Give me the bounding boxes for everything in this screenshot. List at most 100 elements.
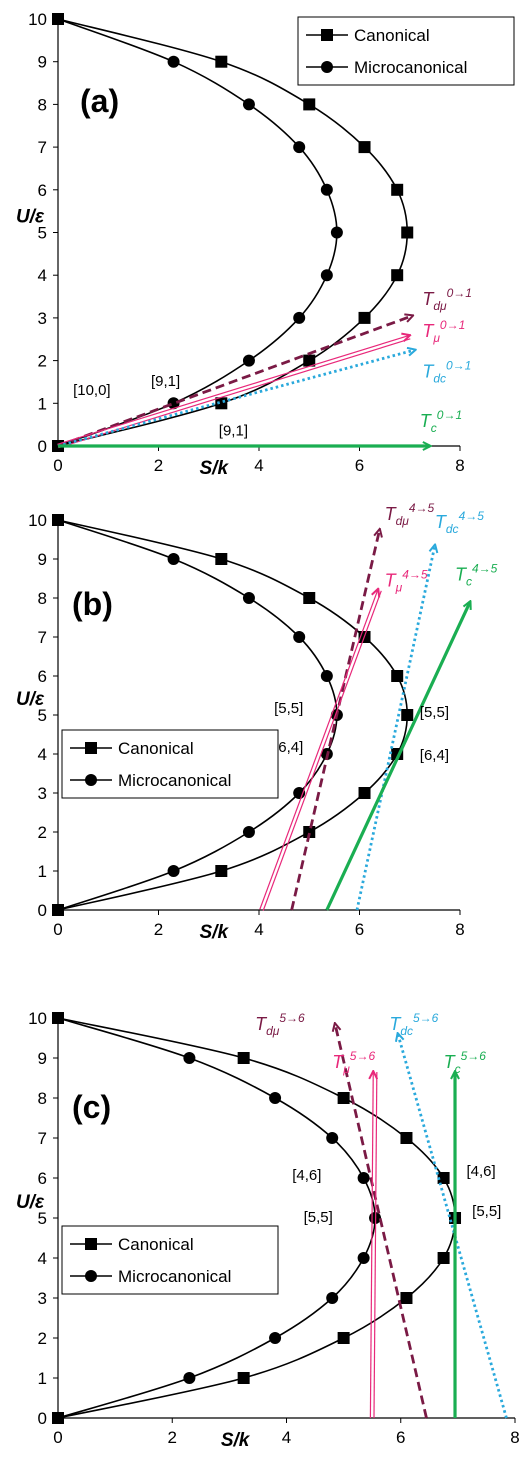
vector-t-c	[325, 602, 470, 911]
vector-t-dc-label-sup: 4→5	[459, 509, 485, 523]
y-tick-label: 8	[38, 1089, 47, 1108]
y-tick-label: 0	[38, 437, 47, 456]
vector-t-dmu-label-base: T	[255, 1014, 268, 1034]
legend-box	[297, 16, 515, 86]
y-tick-label: 6	[38, 181, 47, 200]
canonical-point	[358, 141, 371, 154]
canonical-point	[391, 183, 404, 196]
vector-t-mu-label-sup: 5→6	[350, 1049, 376, 1063]
microcanonical-point	[320, 269, 333, 282]
canonical-point	[303, 592, 316, 604]
canonical-point	[400, 1132, 413, 1144]
legend-label: Canonical	[118, 1235, 194, 1254]
x-tick-label: 8	[455, 456, 464, 475]
y-tick-label: 7	[38, 1129, 47, 1148]
x-tick-label: 8	[510, 1428, 519, 1447]
y-tick-label: 2	[38, 1329, 47, 1348]
y-tick-label: 8	[38, 95, 47, 114]
vector-t-mu-label: Tμ4→5	[385, 567, 428, 594]
y-tick-label: 5	[38, 1209, 47, 1228]
vector-t-c-label: Tc5→6	[444, 1049, 487, 1076]
panel-label: (a)	[80, 83, 119, 119]
point-annotation: [10,0]	[73, 382, 111, 399]
y-axis-title: U/ε	[16, 207, 45, 228]
vector-t-mu-line-b	[57, 335, 409, 445]
y-tick-label: 8	[38, 589, 47, 608]
vector-t-dmu-label: Tdμ5→6	[255, 1011, 305, 1038]
point-annotation: [4,6]	[292, 1167, 321, 1184]
legend-square-marker	[85, 1238, 97, 1250]
legend-circle-marker	[85, 774, 97, 786]
point-annotation: [6,4]	[274, 739, 303, 756]
legend-label: Microcanonical	[118, 771, 231, 790]
vector-t-mu-label-sup: 0→1	[440, 318, 465, 332]
vector-t-dmu-label-sub: dμ	[433, 299, 447, 313]
microcanonical-point	[183, 1052, 196, 1064]
y-tick-label: 9	[38, 1049, 47, 1068]
point-annotation: [5,5]	[420, 704, 449, 721]
point-annotation: [4,6]	[466, 1163, 495, 1180]
microcanonical-point	[320, 183, 333, 196]
vector-t-mu-label-sub: μ	[342, 1062, 350, 1076]
canonical-point	[237, 1372, 250, 1384]
microcanonical-point	[52, 1012, 64, 1024]
vector-t-dc-label-sup: 5→6	[413, 1011, 439, 1025]
canonical-point	[391, 670, 404, 682]
y-tick-label: 3	[38, 784, 47, 803]
vector-t-mu-label-sub: μ	[432, 331, 440, 345]
y-tick-label: 2	[38, 352, 47, 371]
vector-t-dc-label-sup: 0→1	[446, 359, 471, 373]
canonical-point	[358, 787, 371, 799]
vector-t-mu-label-base: T	[422, 321, 435, 341]
point-annotation: [5,5]	[472, 1203, 501, 1220]
y-tick-label: 0	[38, 1409, 47, 1428]
canonical-point	[215, 865, 228, 877]
microcanonical-point	[330, 226, 343, 239]
vector-t-c-label-sup: 4→5	[472, 561, 498, 575]
y-tick-label: 6	[38, 667, 47, 686]
y-tick-label: 1	[38, 862, 47, 881]
vector-t-dmu-label-base: T	[422, 289, 435, 309]
y-tick-label: 5	[38, 224, 47, 243]
microcanonical-point	[167, 865, 180, 877]
vector-t-mu-label-sup: 4→5	[402, 567, 428, 581]
x-tick-label: 4	[254, 920, 263, 939]
vector-t-c-label-base: T	[444, 1052, 457, 1072]
x-tick-label: 6	[396, 1428, 405, 1447]
vector-t-c-label-sub: c	[466, 574, 472, 588]
canonical-point	[337, 1332, 350, 1344]
canonical-point	[401, 226, 414, 239]
vector-t-dc-label-base: T	[435, 512, 448, 532]
y-tick-label: 10	[28, 1009, 47, 1028]
y-axis-title: U/ε	[16, 689, 45, 710]
microcanonical-point	[320, 670, 333, 682]
x-tick-label: 4	[282, 1428, 291, 1447]
point-annotation: [9,1]	[219, 422, 248, 439]
vector-t-dc	[398, 1034, 508, 1419]
canonical-point	[237, 1052, 250, 1064]
microcanonical-point	[242, 592, 255, 604]
canonical-point	[215, 55, 228, 68]
panel-label: (b)	[72, 586, 113, 622]
vector-t-mu-label-base: T	[385, 570, 398, 590]
x-tick-label: 6	[355, 920, 364, 939]
legend-square-marker	[85, 742, 97, 754]
y-tick-label: 3	[38, 1289, 47, 1308]
x-axis-title: S/k	[200, 458, 230, 479]
microcanonical-point	[242, 98, 255, 111]
canonical-point	[303, 354, 316, 367]
y-axis-title: U/ε	[16, 1192, 45, 1213]
point-annotation: [9,1]	[151, 373, 180, 390]
microcanonical-point	[52, 1412, 64, 1424]
vector-t-dmu	[290, 530, 380, 911]
vector-t-c-label-sub: c	[455, 1062, 461, 1076]
vector-t-dc-label-base: T	[389, 1014, 402, 1034]
y-tick-label: 1	[38, 394, 47, 413]
point-annotation: [5,5]	[274, 700, 303, 717]
vector-t-c-label-sub: c	[431, 421, 437, 435]
y-tick-label: 2	[38, 823, 47, 842]
microcanonical-point	[167, 55, 180, 68]
